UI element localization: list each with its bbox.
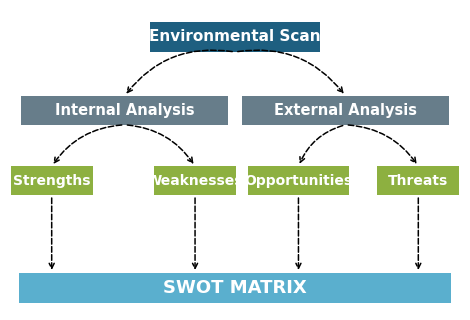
FancyArrowPatch shape [127,50,232,92]
Text: Strengths: Strengths [13,174,90,188]
FancyBboxPatch shape [248,166,349,195]
FancyBboxPatch shape [242,96,449,125]
Text: SWOT MATRIX: SWOT MATRIX [163,279,307,297]
Text: External Analysis: External Analysis [274,103,417,118]
FancyArrowPatch shape [49,198,54,268]
FancyArrowPatch shape [348,125,416,163]
FancyArrowPatch shape [416,198,421,268]
FancyArrowPatch shape [296,198,301,268]
FancyArrowPatch shape [300,125,343,162]
Text: Environmental Scan: Environmental Scan [149,29,321,44]
FancyBboxPatch shape [21,96,228,125]
FancyArrowPatch shape [54,125,122,163]
FancyBboxPatch shape [11,166,93,195]
Text: Opportunities: Opportunities [244,174,352,188]
FancyBboxPatch shape [154,166,236,195]
FancyBboxPatch shape [150,22,320,52]
FancyArrowPatch shape [127,125,193,163]
FancyBboxPatch shape [377,166,460,195]
Text: Threats: Threats [388,174,448,188]
FancyBboxPatch shape [19,273,451,303]
Text: Weaknesses: Weaknesses [147,174,243,188]
FancyArrowPatch shape [193,198,197,268]
Text: Internal Analysis: Internal Analysis [55,103,195,118]
FancyArrowPatch shape [238,50,343,92]
